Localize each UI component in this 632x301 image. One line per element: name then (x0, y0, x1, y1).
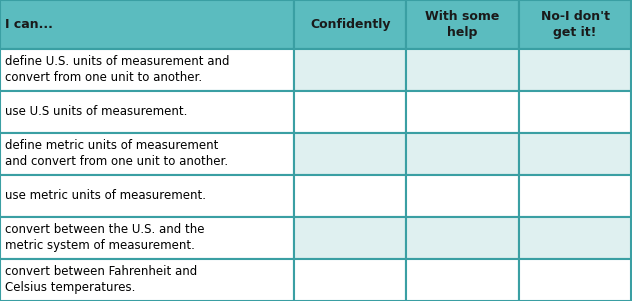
Bar (294, 49, 406, 91)
Text: With some
help: With some help (425, 10, 500, 39)
Bar (519, 91, 631, 133)
Bar (519, 133, 631, 175)
Text: use U.S units of measurement.: use U.S units of measurement. (5, 105, 188, 118)
Bar (406, 133, 519, 175)
Bar (0, 49, 294, 91)
Bar (294, 259, 406, 301)
Bar (294, 175, 406, 217)
Bar (294, 91, 406, 133)
Bar (0, 175, 294, 217)
Bar (519, 175, 631, 217)
Bar (0, 217, 294, 259)
Text: convert between the U.S. and the
metric system of measurement.: convert between the U.S. and the metric … (5, 223, 205, 253)
Bar (519, 259, 631, 301)
Bar (0, 259, 294, 301)
Bar (294, 217, 406, 259)
Bar (294, 0, 406, 49)
Text: define metric units of measurement
and convert from one unit to another.: define metric units of measurement and c… (5, 139, 228, 168)
Bar (406, 91, 519, 133)
Text: convert between Fahrenheit and
Celsius temperatures.: convert between Fahrenheit and Celsius t… (5, 265, 197, 294)
Bar (519, 217, 631, 259)
Bar (406, 49, 519, 91)
Bar (0, 91, 294, 133)
Bar (406, 259, 519, 301)
Bar (0, 133, 294, 175)
Bar (519, 49, 631, 91)
Bar (294, 133, 406, 175)
Bar (519, 0, 631, 49)
Text: Confidently: Confidently (310, 18, 391, 31)
Text: I can...: I can... (5, 18, 53, 31)
Bar (406, 217, 519, 259)
Text: define U.S. units of measurement and
convert from one unit to another.: define U.S. units of measurement and con… (5, 55, 229, 84)
Text: use metric units of measurement.: use metric units of measurement. (5, 189, 206, 202)
Bar (406, 0, 519, 49)
Bar (406, 175, 519, 217)
Bar (0, 0, 294, 49)
Text: No-I don't
get it!: No-I don't get it! (540, 10, 610, 39)
